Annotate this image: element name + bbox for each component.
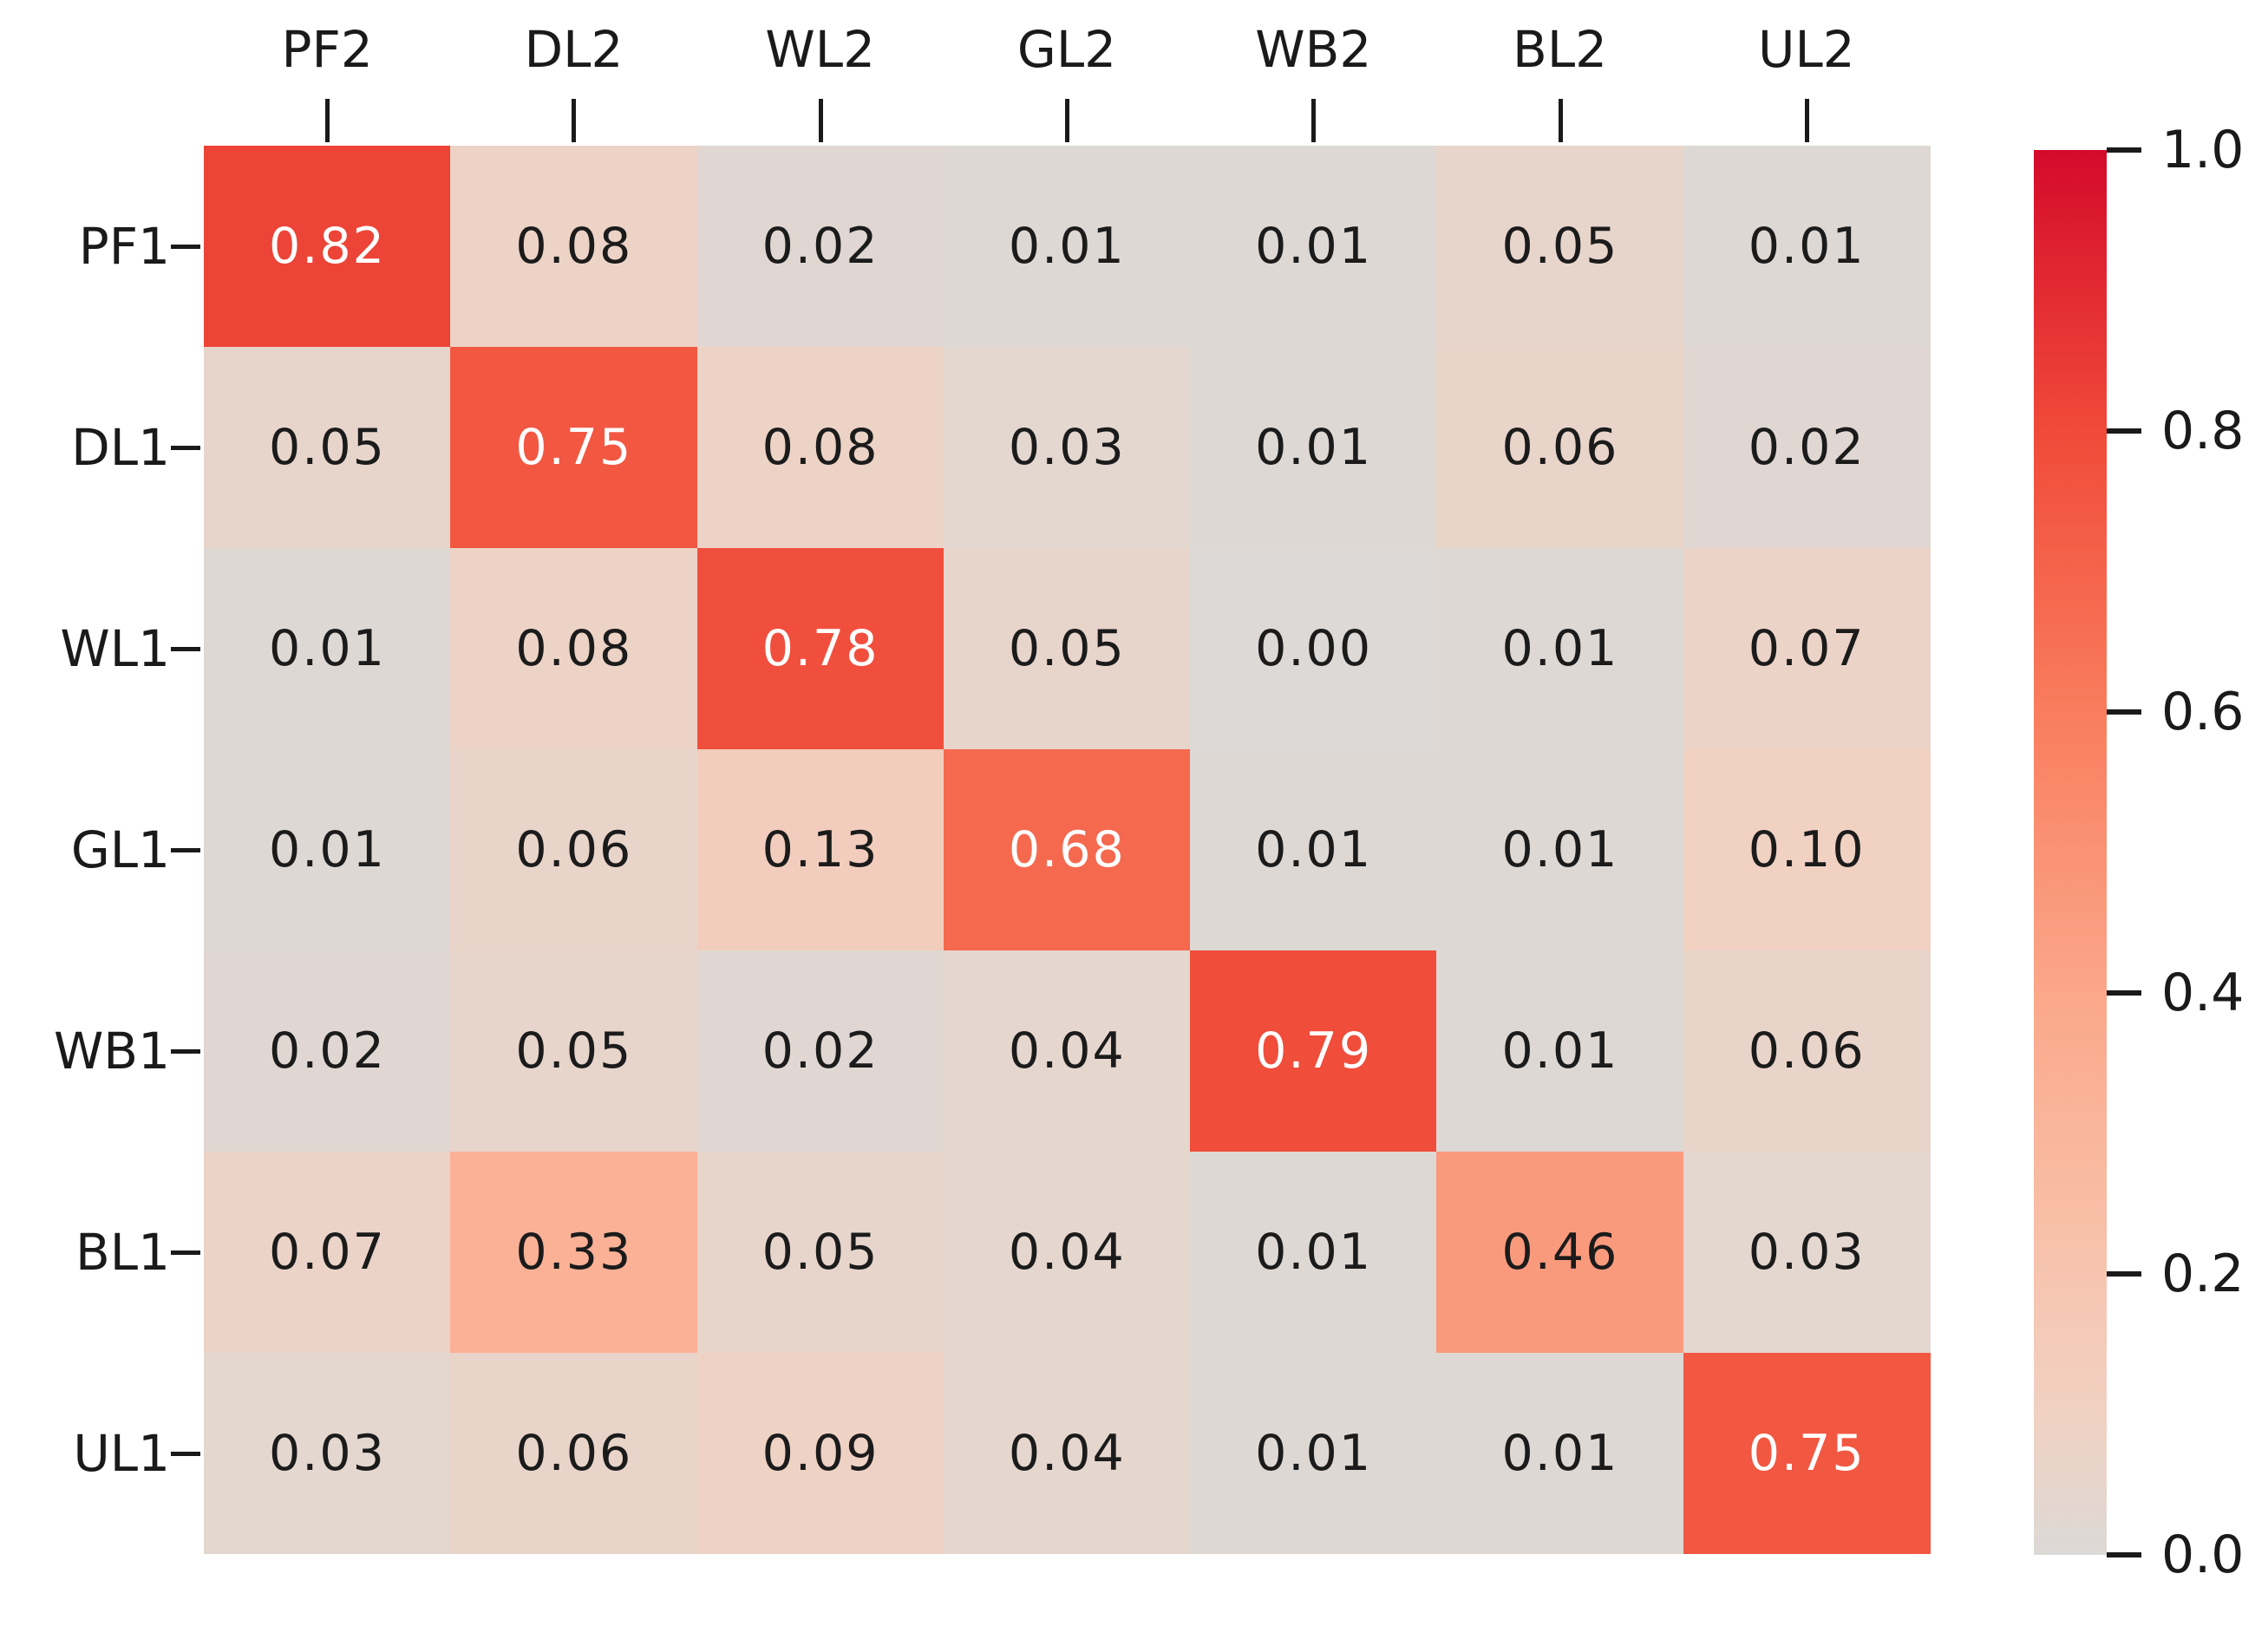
y-tick-label: PF1 [78,217,170,276]
heatmap-cell: 0.01 [1683,146,1931,347]
heatmap-cell: 0.01 [204,749,451,950]
colorbar-tick-mark [2107,1271,2141,1277]
x-tick-label: DL2 [524,20,624,79]
y-tick-label: WL1 [60,619,170,678]
heatmap-cell: 0.03 [204,1353,451,1554]
heatmap-cell: 0.05 [450,950,698,1152]
heatmap-cell: 0.13 [696,749,944,950]
heatmap-cell: 0.01 [1436,950,1684,1152]
y-tick-mark [171,1452,200,1456]
heatmap-cell: 0.05 [1436,146,1684,347]
heatmap-cell: 0.82 [204,146,451,347]
heatmap-cell: 0.04 [943,1353,1191,1554]
heatmap-cell: 0.01 [1436,1353,1684,1554]
heatmap-cell: 0.46 [1436,1152,1684,1353]
heatmap-cell: 0.79 [1190,950,1438,1152]
heatmap-cell: 0.00 [1190,548,1438,749]
x-tick-label: GL2 [1016,20,1117,79]
x-tick-mark [1311,99,1317,142]
heatmap-cell: 0.68 [943,749,1191,950]
heatmap-cell: 0.10 [1683,749,1931,950]
heatmap-cell: 0.75 [1683,1353,1931,1554]
colorbar-tick-mark [2107,147,2141,153]
colorbar-tick-label: 0.2 [2161,1244,2245,1304]
heatmap-cell: 0.07 [1683,548,1931,749]
x-tick-label: WB2 [1255,20,1372,79]
heatmap-cell: 0.03 [1683,1152,1931,1353]
colorbar-tick-mark [2107,990,2141,996]
y-tick-mark [171,446,200,450]
heatmap-cell: 0.08 [450,548,698,749]
heatmap-cell: 0.01 [1190,1152,1438,1353]
colorbar-tick-label: 0.6 [2161,682,2245,742]
y-tick-mark [171,647,200,651]
y-tick-label: UL1 [73,1424,170,1483]
colorbar-tick-label: 1.0 [2161,120,2245,180]
heatmap-cell: 0.06 [1683,950,1931,1152]
heatmap-cell: 0.08 [450,146,698,347]
x-tick-mark [572,99,577,142]
heatmap-cell: 0.01 [1436,749,1684,950]
y-tick-label: BL1 [75,1223,170,1282]
y-tick-mark [171,848,200,852]
heatmap-cell: 0.01 [1190,1353,1438,1554]
x-tick-mark [1558,99,1563,142]
heatmap-cell: 0.75 [450,347,698,548]
colorbar-tick-label: 0.0 [2161,1525,2245,1585]
heatmap-cell: 0.06 [450,1353,698,1554]
y-tick-label: WB1 [53,1022,170,1081]
heatmap-cell: 0.04 [943,1152,1191,1353]
heatmap-cell: 0.03 [943,347,1191,548]
x-tick-mark [325,99,330,142]
x-tick-mark [1804,99,1809,142]
heatmap-cell: 0.78 [696,548,944,749]
heatmap-cell: 0.06 [450,749,698,950]
heatmap-cell: 0.05 [204,347,451,548]
y-tick-mark [171,1251,200,1255]
heatmap-cell: 0.05 [943,548,1191,749]
x-tick-mark [1065,99,1069,142]
colorbar-tick-mark [2107,428,2141,434]
colorbar-tick-mark [2107,1552,2141,1557]
heatmap-cell: 0.04 [943,950,1191,1152]
y-tick-label: GL1 [70,820,170,879]
heatmap-cell: 0.33 [450,1152,698,1353]
x-tick-label: UL2 [1758,20,1855,79]
heatmap-cell: 0.02 [1683,347,1931,548]
y-tick-label: DL1 [71,418,170,477]
x-tick-mark [818,99,823,142]
colorbar-tick-label: 0.8 [2161,401,2245,461]
heatmap-cell: 0.01 [1436,548,1684,749]
heatmap-cell: 0.08 [696,347,944,548]
heatmap-cell: 0.01 [1190,749,1438,950]
heatmap-cell: 0.07 [204,1152,451,1353]
y-tick-mark [171,245,200,249]
y-tick-mark [171,1049,200,1054]
heatmap-cell: 0.05 [696,1152,944,1353]
colorbar-tick-label: 0.4 [2161,963,2245,1023]
heatmap-cell: 0.01 [204,548,451,749]
heatmap-cell: 0.06 [1436,347,1684,548]
heatmap-cell: 0.01 [1190,347,1438,548]
heatmap-cell: 0.01 [943,146,1191,347]
heatmap-cell: 0.02 [696,950,944,1152]
heatmap-cell: 0.02 [696,146,944,347]
heatmap-cell: 0.02 [204,950,451,1152]
x-tick-label: PF2 [281,20,373,79]
colorbar-tick-mark [2107,709,2141,715]
x-tick-label: WL2 [765,20,875,79]
x-tick-label: BL2 [1513,20,1608,79]
heatmap-cell: 0.01 [1190,146,1438,347]
colorbar-gradient [2034,150,2107,1555]
heatmap-cell: 0.09 [696,1353,944,1554]
